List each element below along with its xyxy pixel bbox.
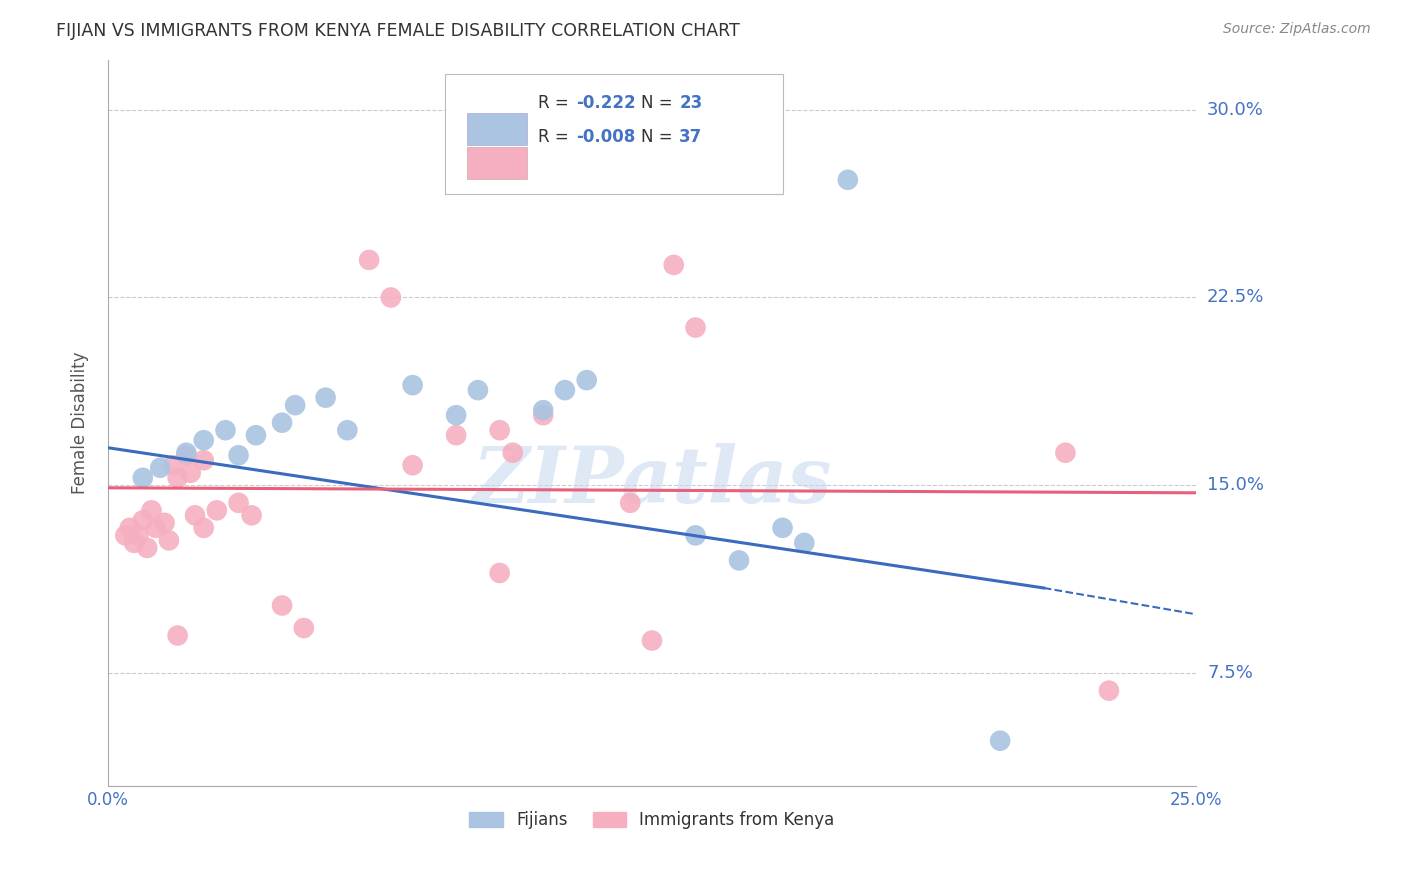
Point [271,416,294,430]
Point [401,378,423,392]
Point [149,460,172,475]
Point [176,448,198,462]
Point [1054,446,1077,460]
Point [444,428,467,442]
Legend: Fijians, Immigrants from Kenya: Fijians, Immigrants from Kenya [463,805,841,836]
Point [575,373,598,387]
Point [184,508,207,523]
Point [619,496,641,510]
Point [531,408,554,422]
Point [176,446,198,460]
Text: -0.008: -0.008 [576,128,636,146]
Text: 37: 37 [679,128,703,146]
Text: ZIPatlas: ZIPatlas [472,442,832,519]
Point [728,553,751,567]
Text: -0.222: -0.222 [576,95,636,112]
Point [205,503,228,517]
Point [837,173,859,187]
Point [685,320,707,334]
Point [554,383,576,397]
Point [641,633,664,648]
Point [1098,683,1121,698]
Point [166,471,188,485]
Text: 22.5%: 22.5% [1208,288,1264,307]
Point [531,403,554,417]
Bar [467,112,527,145]
Bar [467,147,527,179]
Point [401,458,423,473]
Text: R =: R = [537,95,574,112]
Point [444,408,467,422]
Text: FIJIAN VS IMMIGRANTS FROM KENYA FEMALE DISABILITY CORRELATION CHART: FIJIAN VS IMMIGRANTS FROM KENYA FEMALE D… [56,22,740,40]
Point [214,423,236,437]
Point [271,599,294,613]
Point [114,528,136,542]
Point [228,448,250,462]
Point [359,252,381,267]
Point [193,453,215,467]
Point [141,503,163,517]
Point [132,471,155,485]
Point [336,423,359,437]
Point [284,398,307,412]
Point [488,566,510,580]
Point [772,521,794,535]
Point [193,434,215,448]
Text: 7.5%: 7.5% [1208,665,1253,682]
Point [240,508,263,523]
Point [180,466,202,480]
Point [467,383,489,397]
Text: R =: R = [537,128,574,146]
Point [228,496,250,510]
FancyBboxPatch shape [446,74,783,194]
Point [315,391,337,405]
Text: 30.0%: 30.0% [1208,101,1264,119]
Point [122,536,145,550]
Point [162,458,184,473]
Point [292,621,315,635]
Point [662,258,685,272]
Text: N =: N = [641,95,678,112]
Point [245,428,267,442]
Point [502,446,524,460]
Point [157,533,180,548]
Text: Source: ZipAtlas.com: Source: ZipAtlas.com [1223,22,1371,37]
Text: 15.0%: 15.0% [1208,476,1264,494]
Point [118,521,141,535]
Point [380,291,402,305]
Text: 23: 23 [679,95,703,112]
Point [145,521,167,535]
Point [132,513,155,527]
Text: N =: N = [641,128,678,146]
Point [127,528,149,542]
Y-axis label: Female Disability: Female Disability [72,351,89,494]
Point [166,628,188,642]
Point [193,521,215,535]
Point [136,541,159,555]
Point [153,516,176,530]
Point [988,733,1011,747]
Point [488,423,510,437]
Point [685,528,707,542]
Point [793,536,815,550]
